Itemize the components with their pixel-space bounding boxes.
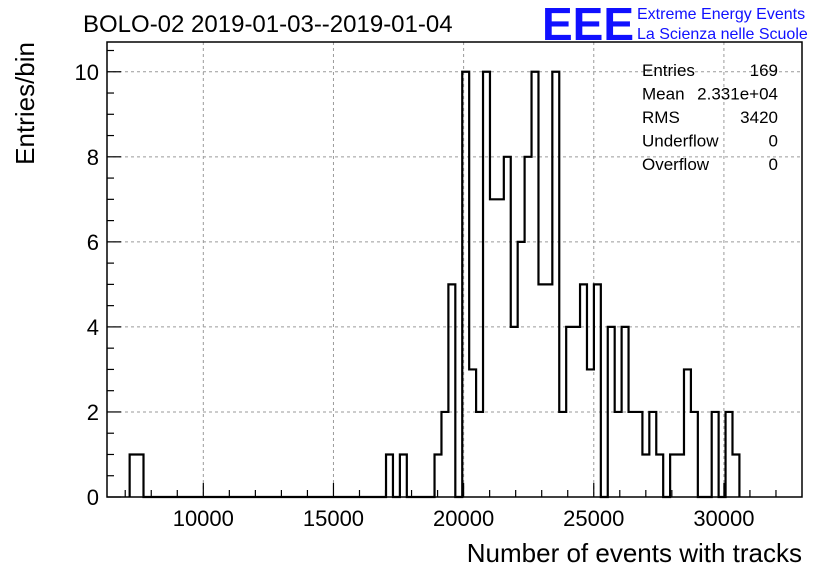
y-tick-label: 0 — [87, 485, 99, 510]
stat-value: 3420 — [740, 108, 778, 127]
stat-label: Overflow — [642, 155, 710, 174]
x-tick-label: 20000 — [433, 506, 494, 531]
stats-box: Entries 169 Mean 2.331e+04 RMS 3420 Underflow 0… — [642, 61, 778, 174]
y-tick-label: 10 — [75, 60, 99, 85]
stat-label: Underflow — [642, 132, 719, 151]
logo-line-2: La Scienza nelle Scuole — [637, 26, 808, 43]
logo-line-1: Extreme Energy Events — [637, 6, 805, 23]
x-axis-label: Number of events with tracks — [467, 538, 802, 568]
y-tick-label: 4 — [87, 315, 99, 340]
y-axis-label: Entries/bin — [10, 42, 40, 165]
plot-frame — [106, 41, 803, 498]
stat-value: 0 — [769, 132, 778, 151]
x-tick-label: 10000 — [173, 506, 234, 531]
x-tick-label: 25000 — [563, 506, 624, 531]
y-tick-label: 8 — [87, 145, 99, 170]
stat-value: 169 — [750, 61, 778, 80]
stat-value: 2.331e+04 — [697, 85, 778, 104]
eee-logo: EEE Extreme Energy Events La Scienza nel… — [542, 0, 808, 50]
x-tick-label: 30000 — [693, 506, 754, 531]
x-tick-label: 15000 — [303, 506, 364, 531]
y-tick-label: 6 — [87, 230, 99, 255]
chart-title: BOLO-02 2019-01-03--2019-01-04 — [83, 11, 453, 38]
axis-ticks: 10000 15000 20000 25000 30000 0 2 4 6 8 10 — [75, 49, 777, 531]
stat-label: RMS — [642, 108, 680, 127]
grid — [107, 42, 802, 497]
y-tick-label: 2 — [87, 400, 99, 425]
stat-label: Entries — [642, 61, 695, 80]
stat-label: Mean — [642, 85, 685, 104]
stat-value: 0 — [769, 155, 778, 174]
logo-mark: EEE — [542, 0, 634, 50]
